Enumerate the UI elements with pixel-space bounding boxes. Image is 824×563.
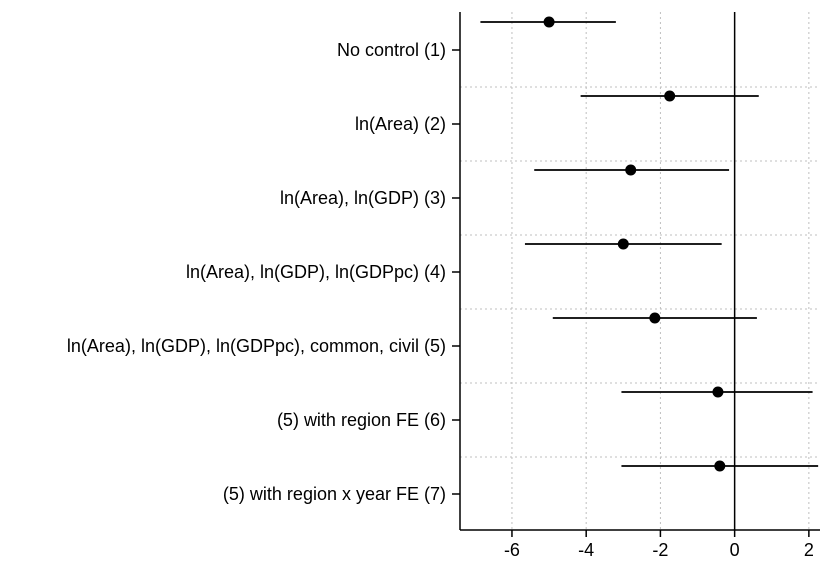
point-estimate xyxy=(712,386,724,398)
category-label: (5) with region FE (6) xyxy=(277,410,446,430)
point-estimate xyxy=(649,312,661,324)
category-label: (5) with region x year FE (7) xyxy=(223,484,446,504)
category-labels: No control (1) ln(Area) (2) ln(Area), ln(G… xyxy=(67,40,460,504)
point-estimate xyxy=(543,16,555,28)
category-label: ln(Area) (2) xyxy=(355,114,446,134)
x-tick-label: -4 xyxy=(578,540,594,560)
grid xyxy=(460,12,820,530)
category-label: ln(Area), ln(GDP), ln(GDPpc) (4) xyxy=(186,262,446,282)
point-estimate xyxy=(664,90,676,102)
point-estimate xyxy=(714,460,726,472)
point-estimate xyxy=(625,164,637,176)
point-estimates xyxy=(543,16,726,472)
category-label: ln(Area), ln(GDP), ln(GDPpc), common, ci… xyxy=(67,336,446,356)
confidence-intervals xyxy=(480,21,819,467)
x-tick-label: 2 xyxy=(804,540,814,560)
x-tick-label: -2 xyxy=(652,540,668,560)
x-ticks: -6 -4 -2 0 2 xyxy=(504,530,814,560)
x-tick-label: 0 xyxy=(730,540,740,560)
category-label: ln(Area), ln(GDP) (3) xyxy=(280,188,446,208)
category-label: No control (1) xyxy=(337,40,446,60)
point-estimate xyxy=(617,238,629,250)
x-tick-label: -6 xyxy=(504,540,520,560)
